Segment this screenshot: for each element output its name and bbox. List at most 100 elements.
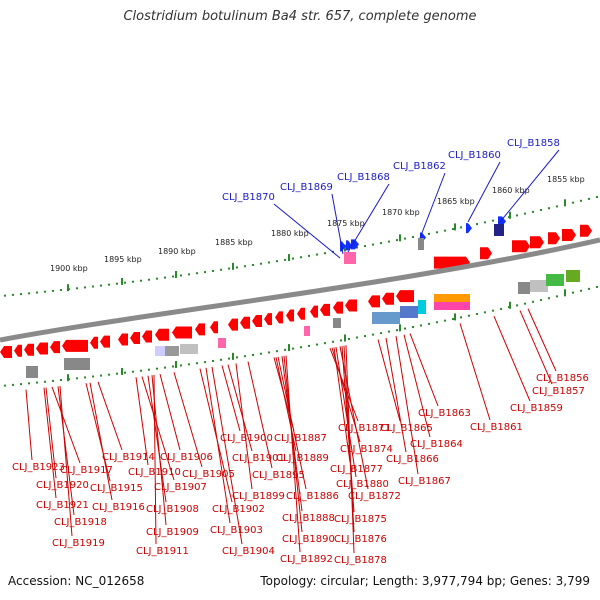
gene-label[interactable]: CLJ_B1858 [507,138,560,149]
gene-arrow[interactable] [548,232,560,245]
gene-arrow[interactable] [530,236,544,249]
gene-arrow[interactable] [50,341,60,354]
track-dot [348,337,350,340]
gene-label[interactable]: CLJ_B1905 [182,469,235,480]
gene-label[interactable]: CLJ_B1909 [146,527,199,538]
gene-label[interactable]: CLJ_B1904 [222,546,275,557]
gene-label[interactable]: CLJ_B1906 [160,452,213,463]
gene-label[interactable]: CLJ_B1862 [393,161,446,172]
gene-arrow[interactable] [396,290,414,303]
gene-label[interactable]: CLJ_B1890 [282,534,335,545]
gene-label[interactable]: CLJ_B1895 [252,470,305,481]
gene-arrow[interactable] [195,323,205,336]
gene-arrow[interactable] [210,321,218,334]
gene-arrow[interactable] [562,229,576,242]
gene-arrow[interactable] [320,303,330,316]
track-dot [284,258,286,261]
gene-arrow[interactable] [580,224,592,237]
gene-arrow[interactable] [118,333,128,346]
gene-arrow[interactable] [286,309,294,322]
gene-label[interactable]: CLJ_B1867 [398,476,451,487]
gene-arrow[interactable] [24,343,34,356]
gene-label[interactable]: CLJ_B1892 [280,554,333,565]
gene-label[interactable]: CLJ_B1859 [510,403,563,414]
gene-arrow[interactable] [480,247,492,260]
gene-label[interactable]: CLJ_B1907 [154,482,207,493]
gene-label[interactable]: CLJ_B1869 [280,182,333,193]
gene-label[interactable]: CLJ_B1875 [334,514,387,525]
track-dot [460,226,462,229]
gene-label[interactable]: CLJ_B1856 [536,373,589,384]
label-connector [403,334,431,438]
gene-arrow[interactable] [228,318,238,331]
gene-label[interactable]: CLJ_B1857 [532,386,585,397]
gene-label[interactable]: CLJ_B1880 [336,479,389,490]
gene-label[interactable]: CLJ_B1878 [334,555,387,566]
gene-label[interactable]: CLJ_B1900 [220,433,273,444]
gene-arrow[interactable] [382,292,394,305]
gene-label[interactable]: CLJ_B1860 [448,150,501,161]
gene-label[interactable]: CLJ_B1886 [286,491,339,502]
track-dot [220,358,222,361]
gene-label[interactable]: CLJ_B1887 [274,433,327,444]
gene-label[interactable]: CLJ_B1863 [418,408,471,419]
gene-label[interactable]: CLJ_B1918 [54,517,107,528]
gene-arrow[interactable] [333,301,343,314]
gene-arrow[interactable] [466,223,472,234]
gene-label[interactable]: CLJ_B1919 [52,538,105,549]
gene-label[interactable]: CLJ_B1903 [210,525,263,536]
gene-label[interactable]: CLJ_B1902 [212,504,265,515]
gene-label[interactable]: CLJ_B1921 [36,500,89,511]
gene-arrow[interactable] [62,339,88,352]
gene-label[interactable]: CLJ_B1864 [410,439,463,450]
gene-label[interactable]: CLJ_B1872 [348,491,401,502]
gene-label[interactable]: CLJ_B1871 [338,423,391,434]
gene-arrow[interactable] [368,295,380,308]
gene-arrow[interactable] [351,239,359,250]
gene-label[interactable]: CLJ_B1870 [222,192,275,203]
gene-label[interactable]: CLJ_B1866 [386,454,439,465]
gene-arrow[interactable] [172,326,192,339]
gene-arrow[interactable] [130,331,140,344]
gene-label[interactable]: CLJ_B1915 [90,483,143,494]
gene-label[interactable]: CLJ_B1865 [380,423,433,434]
gene-arrow[interactable] [346,240,352,251]
label-connector [211,366,243,545]
gene-arrow[interactable] [264,313,272,326]
gene-label[interactable]: CLJ_B1888 [282,513,335,524]
gene-arrow[interactable] [14,344,22,357]
gene-arrow[interactable] [0,346,12,358]
gene-label[interactable]: CLJ_B1889 [276,453,329,464]
gene-label[interactable]: CLJ_B1916 [92,502,145,513]
gene-arrow[interactable] [345,299,357,312]
gene-label[interactable]: CLJ_B1917 [60,465,113,476]
gene-arrow[interactable] [142,330,152,343]
track-dot [332,340,334,343]
gene-label[interactable]: CLJ_B1901 [232,453,285,464]
gene-arrow[interactable] [240,316,250,329]
gene-arrow[interactable] [275,311,283,324]
gene-arrow[interactable] [297,307,305,320]
gene-label[interactable]: CLJ_B1874 [340,444,393,455]
gene-arrow[interactable] [155,328,169,341]
gene-arrow[interactable] [512,240,530,253]
gene-label[interactable]: CLJ_B1877 [330,464,383,475]
gene-label[interactable]: CLJ_B1920 [36,480,89,491]
gene-label[interactable]: CLJ_B1899 [232,491,285,502]
gene-label[interactable]: CLJ_B1910 [128,467,181,478]
gene-arrow[interactable] [90,336,98,349]
gene-arrow[interactable] [36,342,48,355]
gene-label[interactable]: CLJ_B1914 [102,452,155,463]
gene-arrow[interactable] [310,305,318,318]
track-dot [588,287,590,290]
gene-arrow[interactable] [100,335,110,348]
gene-label[interactable]: CLJ_B1923 [12,462,65,473]
gene-arrow[interactable] [252,314,262,327]
gene-label[interactable]: CLJ_B1868 [337,172,390,183]
gene-label[interactable]: CLJ_B1876 [334,534,387,545]
gene-label[interactable]: CLJ_B1861 [470,422,523,433]
gene-label[interactable]: CLJ_B1911 [136,546,189,557]
gene-label[interactable]: CLJ_B1908 [146,504,199,515]
gene-arrow[interactable] [498,216,506,227]
